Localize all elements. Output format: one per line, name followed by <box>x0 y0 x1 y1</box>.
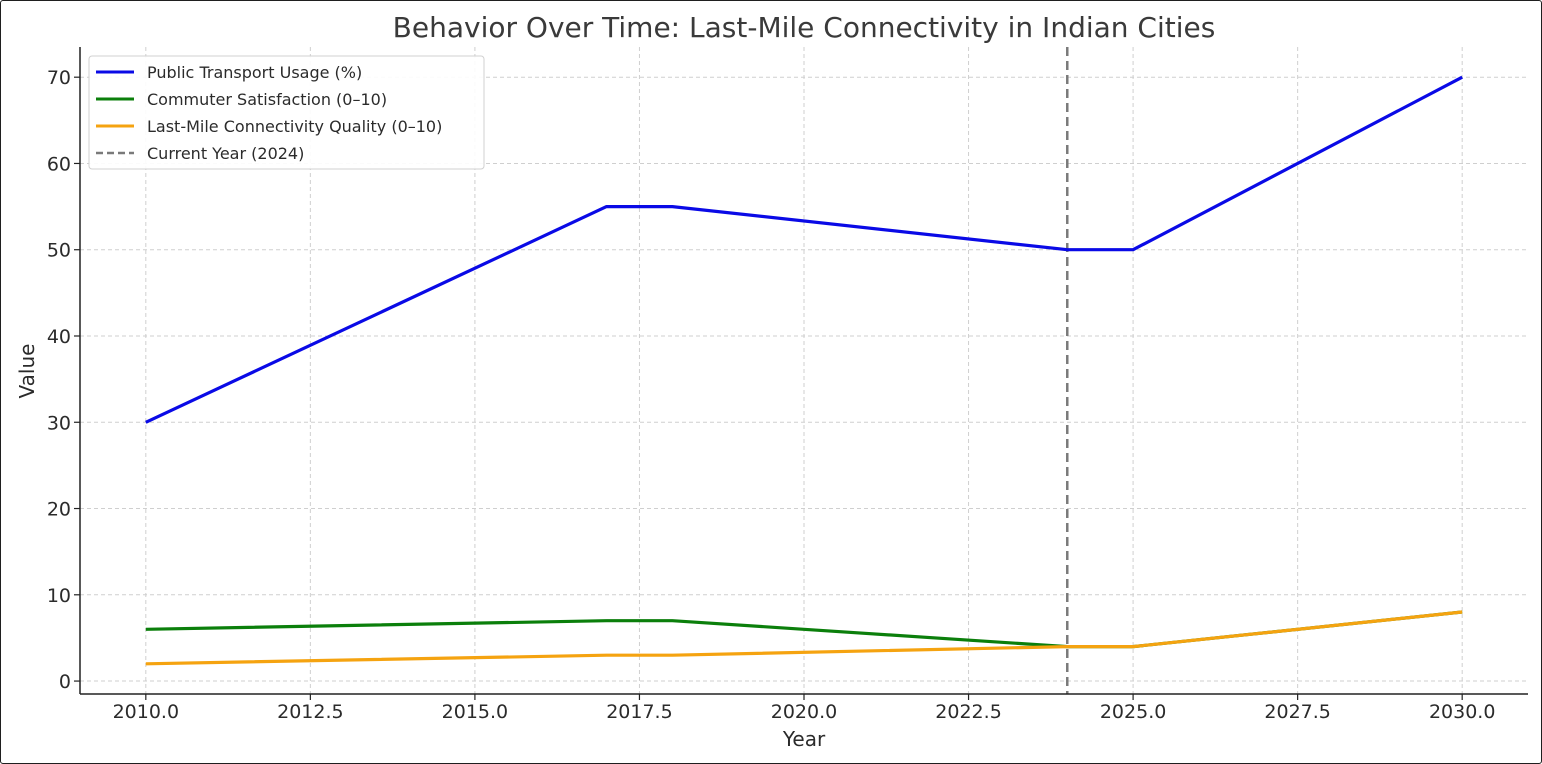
y-tick-label: 30 <box>47 412 71 434</box>
y-axis-label: Value <box>15 344 39 399</box>
y-tick-label: 50 <box>47 240 71 262</box>
y-tick-label: 60 <box>47 153 71 175</box>
chart-title: Behavior Over Time: Last-Mile Connectivi… <box>393 11 1216 44</box>
legend-box <box>88 55 485 170</box>
legend-label: Current Year (2024) <box>147 144 304 163</box>
legend-label: Commuter Satisfaction (0–10) <box>147 90 387 109</box>
x-tick-label: 2027.5 <box>1264 701 1330 723</box>
grid-layer <box>80 47 1528 694</box>
x-tick-label: 2030.0 <box>1429 701 1495 723</box>
series-line-3 <box>145 610 1463 666</box>
y-tick-label: 40 <box>47 326 71 348</box>
x-tick-label: 2017.5 <box>606 701 672 723</box>
legend-label: Public Transport Usage (%) <box>147 63 362 82</box>
series-line-1 <box>145 75 1463 424</box>
tick-layer: 2010.0 2012.5 2015.0 2017.5 2020.0 2022.5 2025… <box>47 67 1496 723</box>
series-layer <box>145 75 1463 666</box>
x-tick-label: 2025.0 <box>1100 701 1166 723</box>
y-tick-label: 10 <box>47 585 71 607</box>
x-tick-label: 2022.5 <box>935 701 1001 723</box>
x-tick-label: 2012.5 <box>277 701 343 723</box>
y-tick-label: 0 <box>59 671 71 693</box>
x-tick-label: 2020.0 <box>771 701 837 723</box>
legend-label: Last-Mile Connectivity Quality (0–10) <box>147 117 442 136</box>
x-axis-label: Year <box>782 727 826 751</box>
y-tick-label: 20 <box>47 499 71 521</box>
legend: Public Transport Usage (%) Commuter Satis… <box>88 55 485 170</box>
x-tick-label: 2010.0 <box>113 701 179 723</box>
x-tick-label: 2015.0 <box>442 701 508 723</box>
y-tick-label: 70 <box>47 67 71 89</box>
